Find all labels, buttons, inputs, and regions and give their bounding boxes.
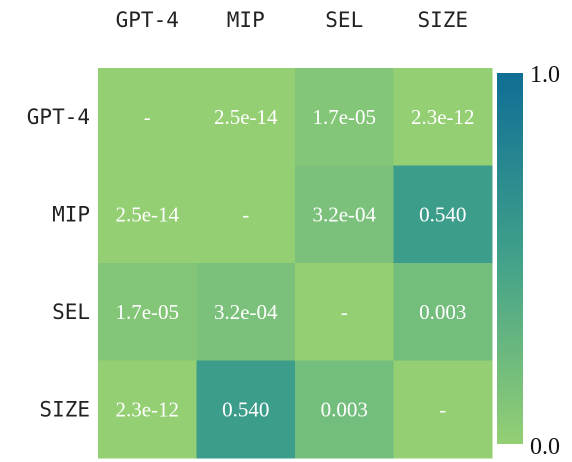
heatmap-cell	[98, 360, 197, 459]
row-label: MIP	[52, 202, 90, 226]
cell-value-label: 0.003	[419, 300, 466, 324]
cell-value-label: 0.540	[419, 202, 466, 226]
column-label: SIZE	[417, 8, 468, 32]
row-label: SEL	[52, 300, 90, 324]
column-label: MIP	[227, 8, 265, 32]
heatmap-cell	[393, 360, 493, 459]
column-label: GPT-4	[116, 8, 179, 32]
cell-value-label: -	[439, 397, 446, 421]
cell-value-label: -	[144, 105, 151, 129]
cell-value-label: 2.5e-14	[214, 105, 278, 129]
cell-value-label: -	[341, 300, 348, 324]
heatmap-cell	[196, 165, 296, 264]
cell-value-label: 2.3e-12	[115, 397, 179, 421]
cell-value-label: 1.7e-05	[115, 300, 179, 324]
heatmap-cell	[393, 68, 493, 166]
heatmap-cell	[98, 263, 197, 361]
cell-value-label: 0.540	[222, 397, 269, 421]
colorbar	[497, 73, 523, 444]
cell-value-label: 3.2e-04	[312, 202, 376, 226]
row-label: SIZE	[39, 397, 90, 421]
cell-value-label: 0.003	[321, 397, 368, 421]
heatmap-cell	[196, 263, 296, 361]
cell-value-label: 3.2e-04	[214, 300, 278, 324]
heatmap-cell	[295, 68, 394, 166]
heatmap-cell	[393, 263, 493, 361]
colorbar-min-label: 0.0	[530, 434, 560, 460]
heatmap-cell	[393, 165, 493, 264]
cell-value-label: 2.3e-12	[411, 105, 475, 129]
colorbar-max-label: 1.0	[530, 62, 560, 88]
cell-value-label: 1.7e-05	[312, 105, 376, 129]
cell-value-label: -	[242, 202, 249, 226]
heatmap-cell	[295, 360, 394, 459]
heatmap-cell	[98, 68, 197, 166]
heatmap-cell	[196, 68, 296, 166]
heatmap-cell	[196, 360, 296, 459]
heatmap-cell	[295, 165, 394, 264]
column-label: SEL	[325, 8, 363, 32]
cell-value-label: 2.5e-14	[115, 202, 179, 226]
heatmap-cell	[98, 165, 197, 264]
heatmap-cell	[295, 263, 394, 361]
row-label: GPT-4	[27, 105, 90, 129]
